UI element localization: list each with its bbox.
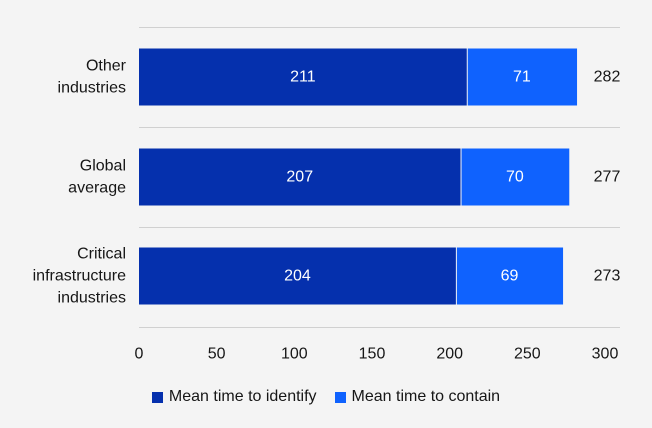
x-tick-label: 250 (514, 346, 541, 363)
category-label: Other (86, 58, 127, 75)
category-label: average (68, 180, 126, 197)
bar-segment-identify (139, 247, 456, 305)
x-tick-label: 100 (281, 346, 308, 363)
category-label: industries (58, 80, 126, 97)
legend-item-contain: Mean time to contain (334, 388, 501, 406)
legend-item-identify: Mean time to identify (151, 388, 317, 406)
legend-label-identify: Mean time to identify (168, 388, 317, 405)
x-tick-label: 0 (135, 346, 144, 363)
category-label: Global (80, 158, 126, 175)
x-tick-label: 50 (208, 346, 226, 363)
data-label: 207 (286, 169, 313, 186)
legend-swatch-identify (151, 391, 163, 403)
bar-segment-contain (456, 247, 564, 305)
x-tick-label: 300 (592, 346, 619, 363)
category-label: Critical (77, 246, 126, 263)
total-label: 282 (594, 69, 621, 86)
legend-label-contain: Mean time to contain (351, 388, 501, 405)
total-label: 273 (594, 268, 621, 285)
bar-segment-contain (467, 48, 578, 106)
bar-segment-contain (461, 148, 570, 206)
legend: Mean time to identify Mean time to conta… (0, 388, 652, 406)
data-label: 204 (284, 268, 311, 285)
data-label: 211 (290, 69, 316, 86)
bar-segment-identify (139, 148, 461, 206)
data-label: 71 (513, 69, 531, 86)
total-label: 277 (594, 169, 621, 186)
legend-swatch-contain (334, 391, 346, 403)
bar-segment-identify (139, 48, 467, 106)
x-tick-label: 150 (359, 346, 386, 363)
category-label: industries (58, 290, 126, 307)
data-label: 69 (501, 268, 519, 285)
data-label: 70 (506, 169, 524, 186)
x-tick-label: 200 (436, 346, 463, 363)
category-label: infrastructure (33, 268, 126, 285)
